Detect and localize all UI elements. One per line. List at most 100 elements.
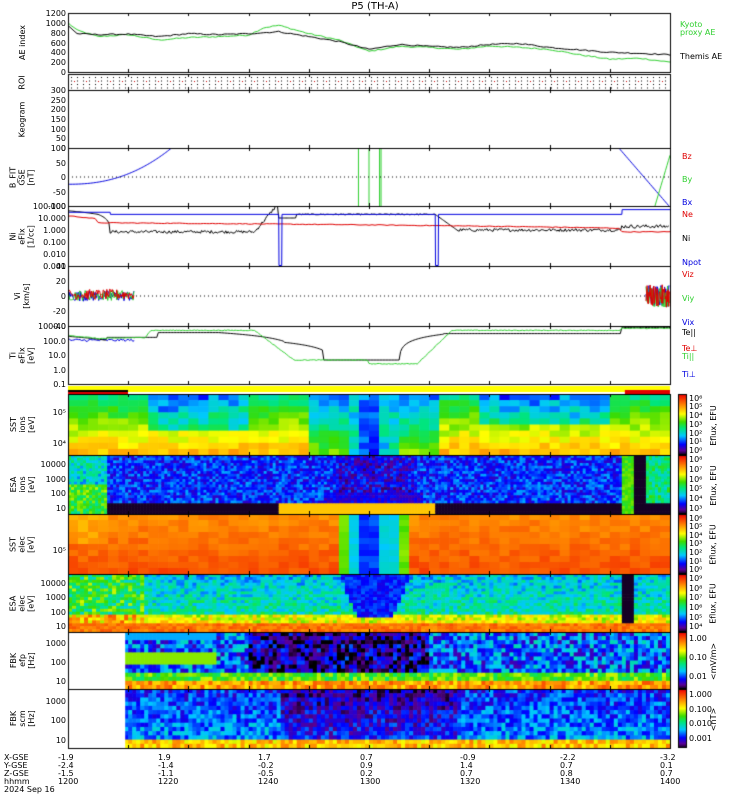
- legend-entry: Npot: [682, 258, 702, 267]
- colorbar-tick-label: 10⁸: [689, 454, 703, 464]
- y-tick-label: 10: [55, 736, 66, 746]
- y-tick-label: 100: [50, 124, 66, 134]
- x-axis-row-label: hhmm: [4, 777, 30, 786]
- x-axis-value: 1.4: [460, 761, 473, 770]
- x-axis-value: 0.8: [560, 769, 573, 778]
- y-tick-label: 0: [60, 173, 66, 182]
- colorbar-tick-label: 10⁵: [689, 402, 703, 412]
- colorbar-tick-label: 10⁴: [689, 494, 703, 504]
- colorbar-tick-label: 10¹: [689, 437, 703, 447]
- x-axis-value: 0.7: [460, 769, 473, 778]
- colorbar-tick-label: 10²: [689, 428, 703, 438]
- y-tick-label: 1000: [45, 639, 66, 649]
- y-axis-label-9: SST elec [eV]: [8, 535, 36, 553]
- x-axis-value: -1.5: [58, 769, 74, 778]
- y-tick-label: 10: [55, 622, 66, 632]
- colorbar-tick-label: 10³: [689, 539, 703, 549]
- y-tick-label: 0: [60, 144, 66, 153]
- colorbar-title: <mV/m>: [708, 642, 718, 680]
- y-axis-label-4: Ni eFlx [1/cc]: [8, 224, 36, 248]
- x-axis-value: -2.2: [560, 753, 576, 762]
- x-axis-row-label: Y-GSE: [4, 761, 28, 770]
- legend-entry: proxy AE: [680, 28, 716, 37]
- y-tick-label: 10000: [40, 578, 66, 588]
- colorbar-tick-label: 0.100: [689, 704, 712, 714]
- y-tick-label: 200: [50, 58, 66, 68]
- y-tick-label: 10⁵: [52, 408, 66, 418]
- legend-entry: Ti||: [682, 352, 695, 361]
- y-tick-label: 100.0: [43, 336, 66, 346]
- x-axis-value: 1300: [360, 777, 381, 786]
- x-axis-value: -3.2: [660, 753, 676, 762]
- colorbar-tick-label: 10⁰: [689, 446, 703, 456]
- y-tick-label: 10.0: [48, 351, 66, 360]
- y-axis-label-5: Vi [km/s]: [13, 283, 31, 309]
- colorbar-tick-label: 10⁶: [689, 602, 703, 612]
- legend-entry: Viy: [682, 294, 695, 303]
- x-axis-value: 0.1: [660, 761, 673, 770]
- colorbar-tick-label: 0.01: [689, 671, 707, 681]
- legend-entry: Ti⊥: [682, 370, 696, 379]
- colorbar-tick-label: 10³: [689, 504, 703, 514]
- legend-entry: Viz: [682, 270, 694, 279]
- y-tick-label: 300: [50, 86, 66, 95]
- colorbar-tick-label: 10⁵: [689, 522, 703, 532]
- y-axis-label-2: Keogram: [17, 101, 27, 137]
- legend-entry: Ni: [682, 234, 691, 243]
- y-tick-label: 600: [50, 38, 66, 48]
- y-tick-label: 40: [55, 262, 66, 271]
- x-axis-value: 0.7: [360, 753, 373, 762]
- y-tick-label: 0.010: [43, 250, 66, 259]
- page-title: P5 (TH-A): [351, 1, 399, 12]
- colorbar-title: <nT>: [708, 707, 718, 731]
- x-axis-value: -1.4: [158, 761, 174, 770]
- colorbar-tick-label: 10⁶: [689, 474, 703, 484]
- x-axis-value: 1220: [158, 777, 179, 786]
- y-tick-label: 1000: [45, 593, 66, 603]
- y-tick-label: 0.100: [43, 238, 66, 247]
- x-axis-value: 1320: [460, 777, 481, 786]
- x-axis-value: 0.9: [360, 761, 373, 770]
- y-tick-label: -50: [52, 187, 66, 197]
- x-axis-value: 1400: [660, 777, 681, 786]
- y-tick-label: 1000: [45, 474, 66, 484]
- colorbar-tick-label: 10⁶: [689, 393, 703, 403]
- x-axis-value: -0.2: [258, 761, 274, 770]
- colorbar-title: Eflux, EFU: [708, 583, 718, 624]
- y-tick-label: 1.0: [53, 365, 66, 375]
- colorbar-tick-label: 10⁶: [689, 513, 703, 523]
- colorbar-tick-label: 10⁴: [689, 622, 703, 632]
- y-tick-label: 100: [50, 716, 66, 726]
- y-tick-label: 20: [55, 277, 66, 286]
- y-tick-label: 100: [50, 144, 66, 153]
- y-tick-label: 50: [55, 134, 66, 144]
- colorbar-tick-label: 10⁷: [689, 593, 703, 603]
- x-axis-value: -0.5: [258, 769, 274, 778]
- colorbar-tick-label: 0.010: [689, 719, 712, 729]
- colorbar-tick-label: 0.10: [689, 652, 707, 662]
- colorbar-tick-label: 10¹: [689, 556, 703, 566]
- colorbar-tick-label: 10³: [689, 419, 703, 429]
- legend-entry: Ne: [682, 210, 693, 219]
- y-axis-label-8: ESA ions [eV]: [8, 476, 36, 493]
- x-axis-value: -1.1: [158, 769, 174, 778]
- y-tick-label: 1000: [45, 696, 66, 706]
- y-tick-label: 250: [50, 95, 66, 105]
- colorbar-tick-label: 0.001: [689, 734, 712, 744]
- legend-entry: By: [682, 175, 693, 184]
- y-tick-label: 50: [55, 158, 66, 168]
- y-tick-label: 400: [50, 48, 66, 58]
- y-tick-label: 100: [50, 658, 66, 668]
- x-axis-value: 1200: [58, 777, 79, 786]
- colorbar-tick-label: 1.00: [689, 633, 707, 643]
- legend-entry: Vix: [682, 318, 695, 327]
- y-tick-label: 800: [50, 28, 66, 38]
- y-tick-label: 10⁴: [52, 438, 66, 448]
- y-axis-label-11: FBK efp [Hz]: [8, 652, 36, 669]
- colorbar-tick-label: 10⁴: [689, 411, 703, 421]
- x-axis-value: -0.9: [460, 753, 476, 762]
- colorbar-tick-label: 10⁷: [689, 464, 703, 474]
- y-tick-label: -100: [47, 202, 66, 211]
- colorbar-tick-label: 1.000: [689, 689, 712, 699]
